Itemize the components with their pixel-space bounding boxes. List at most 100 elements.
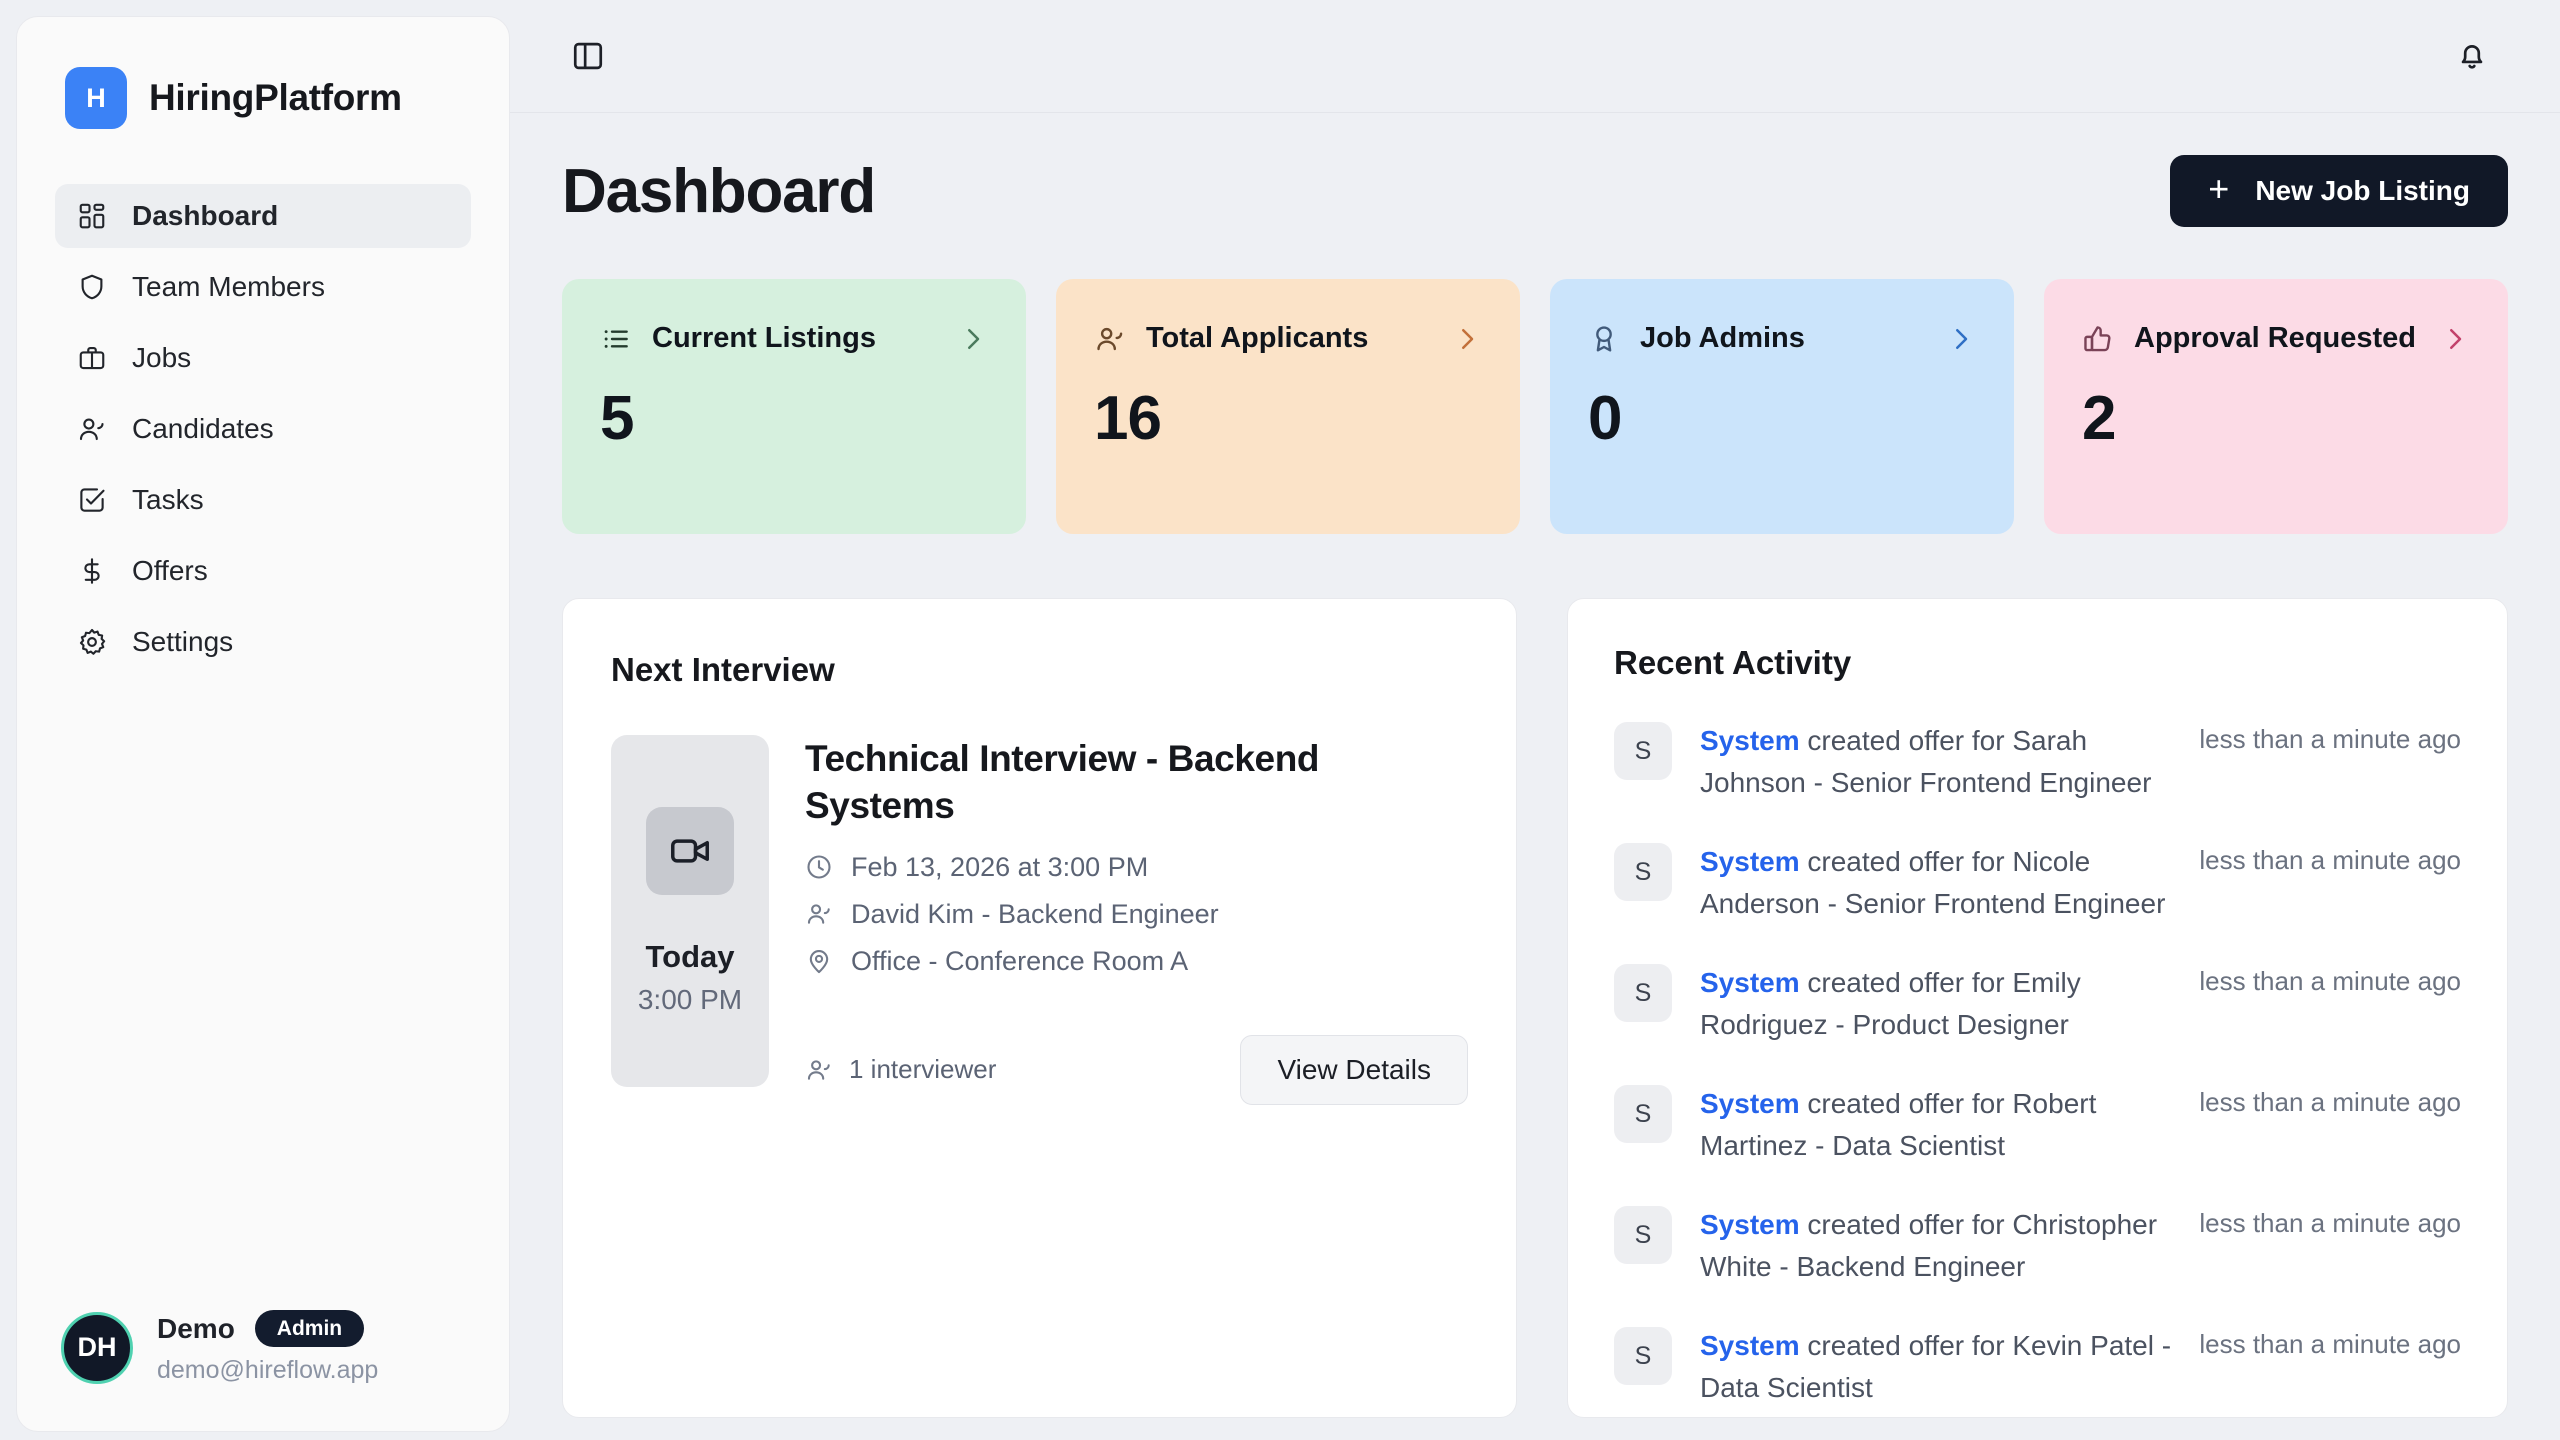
interview-person-row: David Kim - Backend Engineer — [805, 899, 1468, 930]
sidebar-item-candidates[interactable]: Candidates — [55, 397, 471, 461]
new-job-listing-label: New Job Listing — [2255, 175, 2470, 206]
interviewer-count: 1 interviewer — [805, 1054, 996, 1085]
plus-icon: + — [2208, 168, 2230, 209]
interview-day-label: Today — [645, 938, 735, 974]
sidebar-item-team-members[interactable]: Team Members — [55, 255, 471, 319]
activity-actor[interactable]: System — [1700, 846, 1800, 877]
brand-name: HiringPlatform — [149, 77, 402, 118]
stat-card-header: Current Listings — [600, 322, 988, 355]
activity-actor[interactable]: System — [1700, 967, 1800, 998]
activity-timestamp: less than a minute ago — [2199, 724, 2461, 754]
avatar: S — [1614, 1206, 1672, 1264]
activity-text: System created offer for Emily Rodriguez… — [1700, 962, 2171, 1046]
stat-card-job-admins[interactable]: Job Admins 0 — [1550, 279, 2014, 534]
activity-text: System created offer for Nicole Anderson… — [1700, 841, 2171, 925]
main-area: Dashboard + New Job Listing — [510, 0, 2560, 1440]
interview-time-label: 3:00 PM — [637, 983, 743, 1015]
interview-datetime: Feb 13, 2026 at 3:00 PM — [851, 851, 1149, 882]
gear-icon — [77, 627, 107, 657]
sidebar-item-tasks[interactable]: Tasks — [55, 468, 471, 532]
user-meta: Demo Admin demo@hireflow.app — [157, 1310, 465, 1385]
interviewer-count-label: 1 interviewer — [849, 1054, 997, 1085]
interview-title: Technical Interview - Backend Systems — [805, 738, 1320, 827]
list-item[interactable]: S System created offer for Kevin Patel -… — [1614, 1325, 2461, 1409]
brand-logo: H — [65, 67, 127, 129]
chevron-right-icon — [1452, 324, 1482, 354]
sidebar-user-profile[interactable]: DH Demo Admin demo@hireflow.app — [17, 1310, 509, 1385]
map-pin-icon — [805, 947, 833, 975]
sidebar-item-jobs[interactable]: Jobs — [55, 326, 471, 390]
sidebar-item-settings[interactable]: Settings — [55, 610, 471, 674]
avatar: S — [1614, 1085, 1672, 1143]
panel-title: Next Interview — [611, 651, 835, 688]
list-icon — [600, 323, 632, 355]
avatar: S — [1614, 843, 1672, 901]
avatar: S — [1614, 964, 1672, 1022]
list-item[interactable]: S System created offer for Robert Martin… — [1614, 1083, 2461, 1167]
stat-card-header: Total Applicants — [1094, 322, 1482, 355]
users-icon — [805, 900, 833, 928]
interview-details: Technical Interview - Backend Systems Fe… — [805, 735, 1468, 1105]
page-content: Dashboard + New Job Listing — [510, 113, 2560, 1440]
activity-actor[interactable]: System — [1700, 725, 1800, 756]
dashboard-panels: Next Interview Today 3:00 PM — [562, 598, 2508, 1418]
interview-location-row: Office - Conference Room A — [805, 946, 1468, 977]
activity-timestamp: less than a minute ago — [2199, 845, 2461, 875]
stat-card-value: 2 — [2082, 384, 2116, 453]
new-job-listing-button[interactable]: + New Job Listing — [2170, 155, 2508, 227]
activity-actor[interactable]: System — [1700, 1330, 1800, 1361]
sidebar-nav: Dashboard Team Members — [17, 184, 509, 674]
stat-card-approval-requested[interactable]: Approval Requested 2 — [2044, 279, 2508, 534]
sidebar-item-label: Jobs — [132, 342, 192, 373]
stat-card-label: Total Applicants — [1146, 322, 1369, 354]
thumbs-up-icon — [2082, 323, 2114, 355]
view-details-button[interactable]: View Details — [1240, 1034, 1468, 1105]
activity-timestamp: less than a minute ago — [2199, 1329, 2461, 1359]
sidebar-item-dashboard[interactable]: Dashboard — [55, 184, 471, 248]
activity-timestamp: less than a minute ago — [2199, 966, 2461, 996]
sidebar-item-offers[interactable]: Offers — [55, 539, 471, 603]
activity-text: System created offer for Sarah Johnson -… — [1700, 720, 2171, 804]
list-item[interactable]: S System created offer for Nicole Anders… — [1614, 841, 2461, 925]
list-item[interactable]: S System created offer for Emily Rodrigu… — [1614, 962, 2461, 1046]
stat-card-current-listings[interactable]: Current Listings 5 — [562, 279, 1026, 534]
stat-card-label: Job Admins — [1640, 322, 1805, 354]
list-item[interactable]: S System created offer for Sarah Johnson… — [1614, 720, 2461, 804]
bell-icon[interactable] — [2446, 30, 2498, 82]
interview-location: Office - Conference Room A — [851, 945, 1189, 976]
activity-text: System created offer for Robert Martinez… — [1700, 1083, 2171, 1167]
list-item[interactable]: S System created offer for Christopher W… — [1614, 1204, 2461, 1288]
activity-actor[interactable]: System — [1700, 1209, 1800, 1240]
topbar — [510, 0, 2560, 113]
panel-toggle-icon[interactable] — [562, 30, 614, 82]
stat-card-total-applicants[interactable]: Total Applicants 16 — [1056, 279, 1520, 534]
interview-meta-list: Feb 13, 2026 at 3:00 PM — [805, 852, 1468, 977]
next-interview-panel: Next Interview Today 3:00 PM — [562, 598, 1517, 1418]
chevron-right-icon — [1946, 324, 1976, 354]
sidebar-item-label: Offers — [132, 555, 208, 586]
sidebar-item-label: Team Members — [132, 271, 325, 302]
panel-title: Recent Activity — [1614, 644, 1852, 681]
activity-text: System created offer for Kevin Patel - D… — [1700, 1325, 2171, 1409]
briefcase-icon — [77, 343, 107, 373]
interview-footer: 1 interviewer View Details — [805, 1034, 1468, 1105]
user-top-row: Demo Admin — [157, 1310, 465, 1347]
activity-actor[interactable]: System — [1700, 1088, 1800, 1119]
sidebar-item-label: Dashboard — [132, 200, 279, 231]
activity-detail: created offer for Nicole Anderson - Seni… — [1700, 846, 2166, 919]
stat-card-label: Approval Requested — [2134, 322, 2416, 354]
award-icon — [1588, 323, 1620, 355]
brand[interactable]: H HiringPlatform — [17, 17, 509, 129]
user-email: demo@hireflow.app — [157, 1356, 379, 1384]
activity-list: S System created offer for Sarah Johnson… — [1614, 720, 2461, 1409]
user-name: Demo — [157, 1312, 235, 1344]
recent-activity-panel: Recent Activity S System created offer f… — [1567, 598, 2508, 1418]
interview-person: David Kim - Backend Engineer — [851, 898, 1219, 929]
chevron-right-icon — [958, 324, 988, 354]
dollar-icon — [77, 556, 107, 586]
interview-date-tile: Today 3:00 PM — [611, 735, 769, 1087]
stat-card-header: Job Admins — [1588, 322, 1976, 355]
avatar: S — [1614, 1327, 1672, 1385]
stat-card-label: Current Listings — [652, 322, 876, 354]
